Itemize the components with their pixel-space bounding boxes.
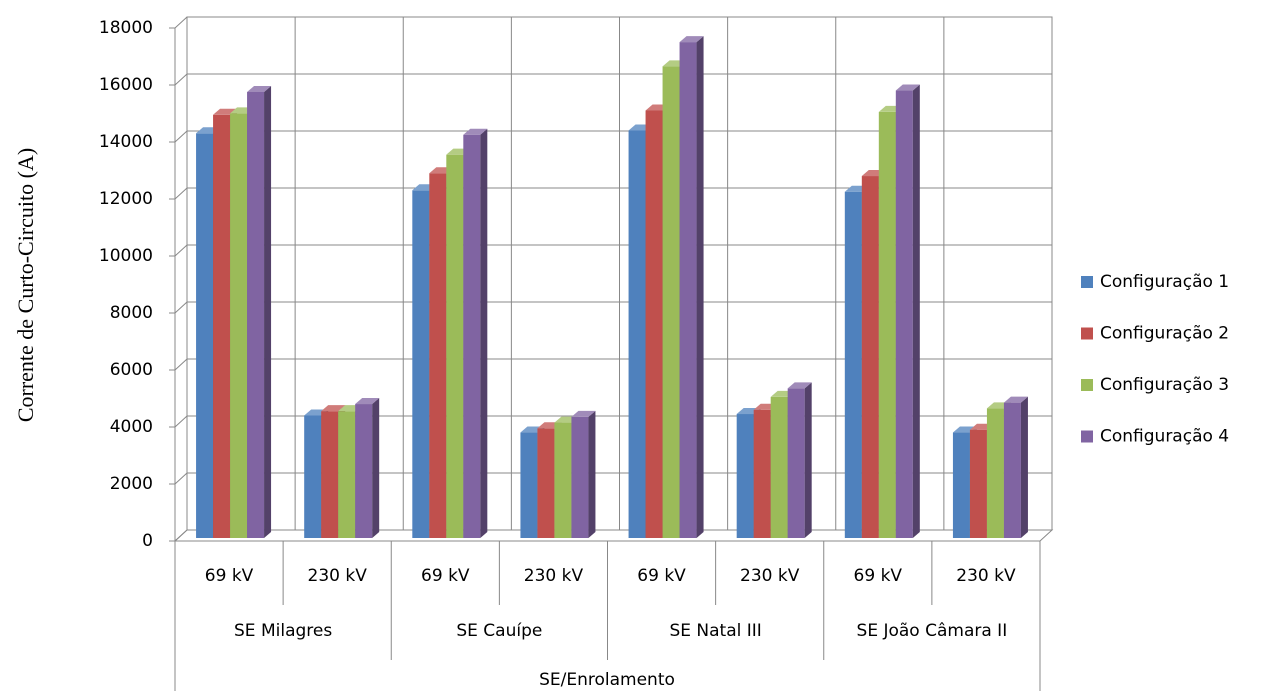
bar: [355, 404, 373, 538]
bar: [628, 130, 646, 538]
bar: [247, 91, 265, 538]
x-tick-label: 230 kV: [956, 566, 1016, 586]
bar-top: [895, 84, 920, 91]
bar-side: [372, 398, 380, 538]
x-tick-label: 69 kV: [205, 566, 254, 586]
bar: [770, 396, 788, 538]
bar-top: [247, 85, 272, 92]
bar-side: [804, 382, 812, 538]
x-tick-label: 69 kV: [854, 566, 903, 586]
grid-line: [174, 130, 1052, 143]
x-tick-label: 69 kV: [421, 566, 470, 586]
bar: [844, 191, 862, 538]
x-tick-label: 69 kV: [637, 566, 686, 586]
legend-swatch: [1081, 379, 1093, 391]
y-tick-label: 12000: [99, 189, 153, 209]
bar: [571, 416, 589, 538]
bar-top: [1003, 396, 1028, 403]
y-tick-label: 18000: [99, 18, 153, 38]
bar: [554, 422, 572, 538]
legend-swatch: [1081, 327, 1093, 340]
y-tick-label: 6000: [110, 360, 153, 380]
bar: [895, 90, 913, 539]
x-tick-label: 230 kV: [740, 566, 800, 586]
bar-top: [355, 398, 380, 405]
category-group-label: SE João Câmara II: [857, 621, 1008, 641]
bar: [321, 411, 339, 538]
grid-line: [174, 73, 1052, 86]
bar: [787, 388, 805, 538]
bar: [1003, 402, 1021, 538]
legend-label: Configuração 3: [1100, 375, 1229, 395]
bar: [213, 114, 231, 539]
bar-top: [571, 410, 596, 417]
grid-line: [174, 301, 1052, 314]
grid-line: [174, 244, 1052, 257]
y-tick-label: 14000: [99, 132, 153, 152]
legend-label: Configuração 1: [1100, 272, 1229, 292]
category-group-label: SE Milagres: [234, 621, 332, 641]
x-tick-label: 230 kV: [524, 566, 584, 586]
grid-line: [174, 358, 1052, 371]
bar: [662, 66, 680, 538]
bar-side: [588, 410, 596, 538]
y-tick-label: 8000: [110, 303, 153, 323]
bar: [304, 415, 322, 538]
bar-top: [679, 36, 704, 43]
bar: [446, 154, 464, 539]
bar-side: [480, 128, 488, 538]
bar: [230, 113, 248, 538]
bar: [679, 42, 697, 538]
category-group-label: SE Natal III: [669, 621, 761, 641]
bar: [645, 110, 663, 538]
bar: [338, 411, 356, 538]
bar: [537, 428, 555, 538]
legend-swatch: [1081, 430, 1093, 443]
bar: [463, 134, 481, 538]
x-tick-label: 230 kV: [308, 566, 368, 586]
y-axis-title: Corrente de Curto-Circuito (A): [13, 148, 38, 422]
y-tick-label: 16000: [99, 75, 153, 95]
category-group-label: SE Cauípe: [456, 621, 542, 641]
x-axis-title: SE/Enrolamento: [539, 670, 675, 690]
bar-side: [696, 36, 704, 538]
bar-top: [321, 405, 346, 412]
y-tick-label: 2000: [110, 474, 153, 494]
bar: [753, 409, 771, 538]
legend-label: Configuração 4: [1100, 427, 1229, 447]
bar: [952, 432, 970, 538]
bar: [412, 190, 430, 539]
grid-line: [174, 187, 1052, 200]
y-tick-label: 0: [142, 531, 153, 551]
bar: [986, 408, 1004, 538]
bar: [969, 429, 987, 538]
bar: [861, 176, 879, 539]
bar-side: [912, 84, 920, 539]
bar-side: [264, 85, 272, 538]
bar-side: [1020, 396, 1028, 538]
bar: [520, 432, 538, 538]
y-tick-label: 4000: [110, 417, 153, 437]
bar-top: [463, 128, 488, 135]
legend-swatch: [1081, 276, 1093, 288]
legend-label: Configuração 2: [1100, 324, 1229, 344]
bar: [736, 414, 754, 538]
grid-line: [174, 16, 1052, 29]
bar: [429, 173, 447, 538]
y-tick-label: 10000: [99, 246, 153, 266]
bar: [196, 133, 214, 539]
bar-top: [787, 382, 812, 389]
bar: [878, 111, 896, 539]
